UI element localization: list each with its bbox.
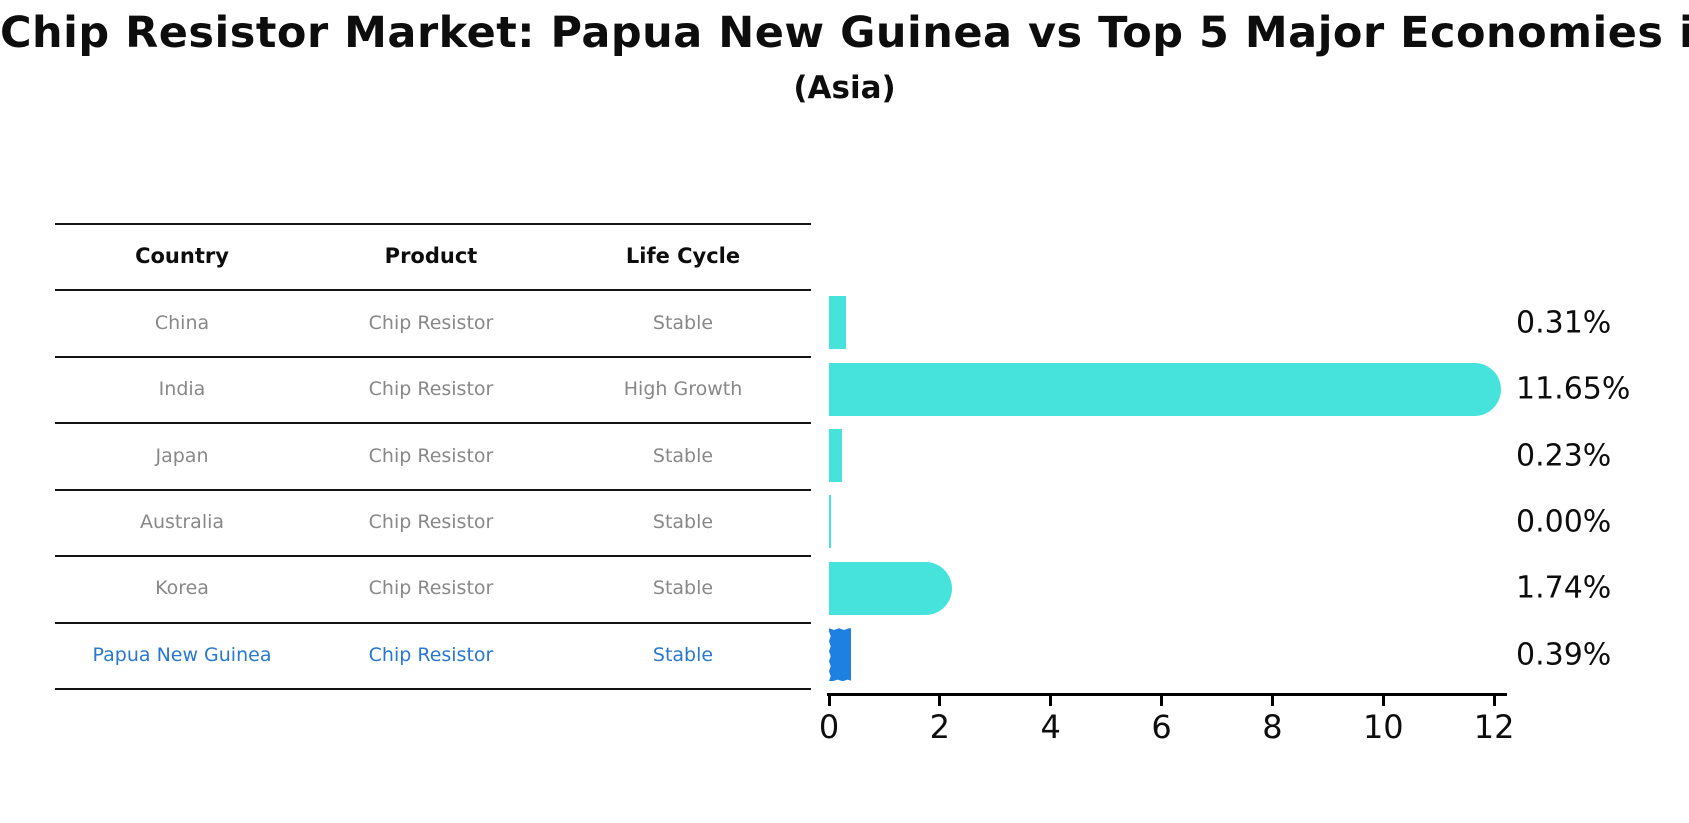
chart-subtitle: (Asia) (793, 70, 896, 106)
x-axis-line (827, 693, 1508, 696)
x-axis-tick-label: 8 (1262, 708, 1283, 746)
bar-india (829, 362, 1502, 416)
cell-country: Japan (155, 444, 209, 467)
value-label: 0.31% (1516, 305, 1612, 341)
value-label: 0.00% (1516, 504, 1612, 540)
chart-title: Chip Resistor Market: Papua New Guinea v… (0, 8, 1689, 58)
x-axis-tick (1049, 696, 1053, 706)
cell-life-cycle: Stable (652, 311, 714, 334)
bar-japan (829, 429, 842, 482)
table-row-line (55, 622, 811, 624)
table-row-line (55, 289, 811, 291)
cell-country: China (154, 311, 210, 334)
table-row-line (55, 688, 811, 690)
table-row-line (55, 422, 811, 424)
table-row-line (55, 356, 811, 358)
bar-korea (829, 561, 952, 615)
value-label: 0.39% (1516, 637, 1612, 673)
column-header-product: Product (384, 244, 478, 269)
cell-product: Chip Resistor (368, 378, 494, 401)
cell-product: Chip Resistor (368, 311, 494, 334)
table-row-line (55, 555, 811, 557)
x-axis-tick-label: 10 (1362, 708, 1404, 746)
table-row-line (55, 489, 811, 491)
cell-country: Korea (155, 577, 209, 600)
bar-papua-new-guinea (829, 628, 851, 682)
x-axis-tick (827, 696, 831, 706)
x-axis-tick (1160, 696, 1164, 706)
x-axis-tick-label: 0 (818, 708, 840, 746)
cell-life-cycle: Stable (652, 643, 714, 666)
x-axis-tick (1492, 696, 1496, 706)
x-axis-tick-label: 4 (1040, 708, 1061, 746)
cell-country: Papua New Guinea (92, 643, 272, 666)
x-axis-tick (1381, 696, 1385, 706)
column-header-country: Country (135, 244, 229, 269)
x-axis-tick-label: 12 (1473, 708, 1515, 746)
value-label: 0.23% (1516, 438, 1612, 473)
x-axis-tick (1270, 696, 1274, 706)
cell-life-cycle: High Growth (623, 378, 743, 401)
cell-product: Chip Resistor (368, 510, 494, 533)
cell-country: India (158, 378, 206, 401)
x-axis-tick-label: 2 (929, 708, 951, 746)
x-axis-tick (938, 696, 942, 706)
cell-country: Australia (139, 510, 225, 533)
cell-life-cycle: Stable (652, 510, 714, 533)
x-axis-tick-label: 6 (1151, 708, 1172, 746)
cell-product: Chip Resistor (368, 577, 494, 600)
value-label: 11.65% (1516, 371, 1631, 407)
table-row-line (55, 223, 811, 225)
cell-product: Chip Resistor (368, 643, 494, 666)
value-label: 1.74% (1516, 570, 1612, 606)
cell-life-cycle: Stable (652, 444, 714, 467)
cell-product: Chip Resistor (368, 444, 494, 467)
column-header-life-cycle: Life Cycle (625, 244, 741, 269)
cell-life-cycle: Stable (652, 577, 714, 600)
bar-china (829, 296, 847, 350)
bar-australia (829, 495, 831, 549)
